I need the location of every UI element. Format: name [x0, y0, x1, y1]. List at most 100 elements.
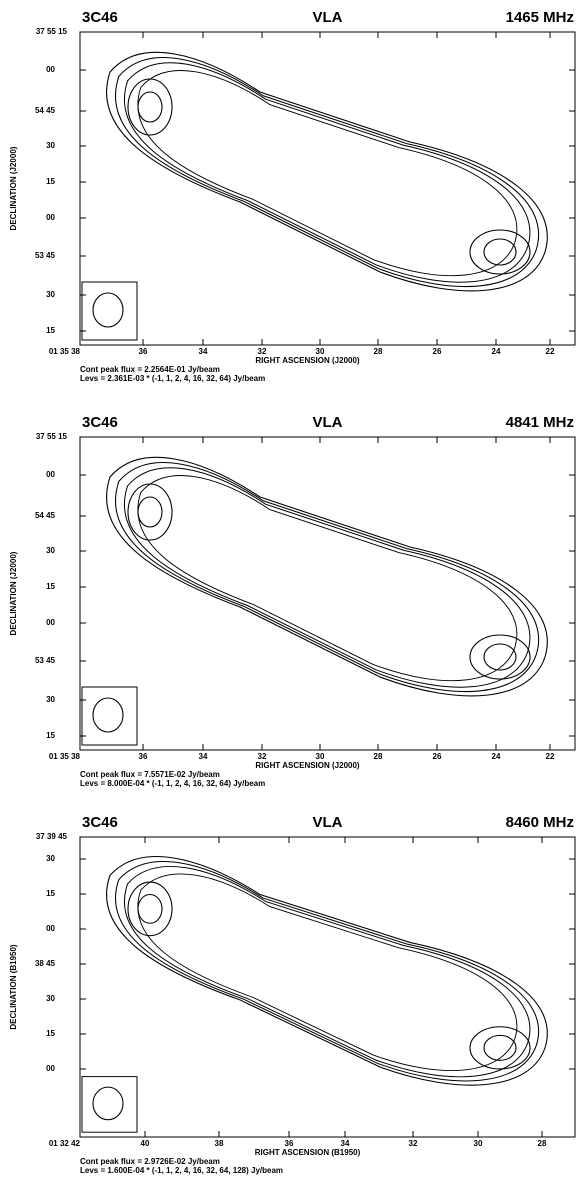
contour: [138, 497, 162, 527]
x-tick-label: 28: [374, 752, 383, 761]
figure: 3C46 VLA 1465 MHz 37 55 15 00 54 45 30 15 00 53 4…: [0, 0, 576, 1181]
contour: [124, 468, 529, 687]
y-tick-label: 15: [46, 1029, 55, 1038]
frequency: 4841 MHz: [506, 414, 574, 431]
x-tick-label: 30: [316, 347, 325, 356]
y-tick-label: 53 45: [35, 656, 56, 665]
y-tick-label: 15: [46, 889, 55, 898]
page: 3C46 VLA 1465 MHz 37 55 15 00 54 45 30 15 00 53 4…: [0, 0, 576, 1186]
contour-levels: Levs = 8.000E-04 * (-1, 1, 2, 4, 16, 32,…: [80, 779, 265, 788]
source: 3C46: [82, 9, 118, 26]
y-tick-label: 30: [46, 546, 55, 555]
contour: [138, 476, 517, 681]
x-axis-label: RIGHT ASCENSION (B1950): [255, 1148, 361, 1157]
x-tick-label: 40: [141, 1139, 150, 1148]
contour: [484, 239, 516, 265]
x-tick-label: 36: [139, 752, 148, 761]
y-axis-label: DECLINATION (J2000): [9, 551, 18, 635]
y-tick-label: 53 45: [35, 251, 56, 260]
x-axis-label: RIGHT ASCENSION (J2000): [255, 761, 360, 770]
x-tick-label: 24: [492, 752, 501, 761]
y-tick-label: 37 55 15: [36, 27, 68, 36]
x-axis-label: RIGHT ASCENSION (J2000): [255, 356, 360, 365]
telescope: VLA: [313, 9, 343, 26]
y-tick-label: 00: [46, 470, 55, 479]
y-tick-label: 54 45: [35, 511, 56, 520]
x-tick-label: 34: [199, 347, 208, 356]
frequency: 8460 MHz: [506, 814, 574, 831]
contour: [470, 230, 530, 274]
contour: [128, 79, 172, 135]
y-tick-label: 15: [46, 731, 55, 740]
x-tick-label: 32: [258, 347, 267, 356]
peak-flux: Cont peak flux = 2.9726E-02 Jy/beam: [80, 1157, 220, 1166]
x-tick-label: 32: [409, 1139, 418, 1148]
x-tick-label: 28: [374, 347, 383, 356]
source: 3C46: [82, 414, 118, 431]
x-tick-label: 26: [433, 752, 442, 761]
x-tick-label: 36: [285, 1139, 294, 1148]
y-tick-label: 37 39 45: [36, 832, 68, 841]
x-tick-label: 32: [258, 752, 267, 761]
y-tick-label: 00: [46, 1064, 55, 1073]
y-axis-label: DECLINATION (J2000): [9, 146, 18, 230]
y-tick-label: 00: [46, 213, 55, 222]
y-tick-label: 30: [46, 141, 55, 150]
contour: [115, 58, 538, 287]
contour: [115, 862, 538, 1081]
y-tick-label: 30: [46, 290, 55, 299]
y-tick-label: 30: [46, 695, 55, 704]
y-axis-label: DECLINATION (B1950): [9, 944, 18, 1030]
y-tick-label: 30: [46, 994, 55, 1003]
beam: [93, 1087, 123, 1120]
y-tick-label: 15: [46, 177, 55, 186]
x-tick-label: 30: [316, 752, 325, 761]
x-tick-label: 24: [492, 347, 501, 356]
contour: [115, 463, 538, 692]
x-tick-label: 28: [538, 1139, 547, 1148]
x-tick-label: 01 35 38: [49, 752, 81, 761]
y-tick-label: 38 45: [35, 959, 56, 968]
telescope: VLA: [313, 414, 343, 431]
x-tick-label: 22: [546, 347, 555, 356]
y-tick-label: 00: [46, 618, 55, 627]
contour: [470, 1027, 530, 1069]
x-tick-label: 26: [433, 347, 442, 356]
beam-box: [82, 1077, 137, 1133]
contour: [138, 874, 517, 1071]
x-tick-label: 36: [139, 347, 148, 356]
x-tick-label: 01 35 38: [49, 347, 81, 356]
peak-flux: Cont peak flux = 2.2564E-01 Jy/beam: [80, 365, 220, 374]
y-tick-label: 15: [46, 326, 55, 335]
beam: [93, 698, 123, 732]
beam-box: [82, 687, 137, 745]
y-tick-label: 00: [46, 65, 55, 74]
y-tick-label: 37 55 15: [36, 432, 68, 441]
peak-flux: Cont peak flux = 7.5571E-02 Jy/beam: [80, 770, 220, 779]
contour-levels: Levs = 2.361E-03 * (-1, 1, 2, 4, 16, 32,…: [80, 374, 265, 383]
contours: [82, 857, 547, 1133]
x-tick-label: 34: [341, 1139, 350, 1148]
contour: [484, 644, 516, 670]
contour: [138, 71, 517, 276]
y-tick-label: 54 45: [35, 106, 56, 115]
y-tick-label: 30: [46, 854, 55, 863]
contour: [124, 866, 529, 1076]
contour: [128, 882, 172, 936]
x-tick-label: 22: [546, 752, 555, 761]
x-tick-label: 30: [474, 1139, 483, 1148]
telescope: VLA: [313, 814, 343, 831]
frequency: 1465 MHz: [506, 9, 574, 26]
contour: [138, 895, 162, 924]
contour: [124, 63, 529, 282]
contour-levels: Levs = 1.600E-04 * (-1, 1, 2, 4, 16, 32,…: [80, 1166, 283, 1175]
x-tick-label: 01 32 42: [49, 1139, 81, 1148]
y-tick-label: 15: [46, 582, 55, 591]
beam: [93, 293, 123, 327]
contours: [82, 52, 547, 340]
contour: [470, 635, 530, 679]
beam-box: [82, 282, 137, 340]
y-tick-label: 00: [46, 924, 55, 933]
x-tick-label: 38: [215, 1139, 224, 1148]
contours: [82, 457, 547, 745]
